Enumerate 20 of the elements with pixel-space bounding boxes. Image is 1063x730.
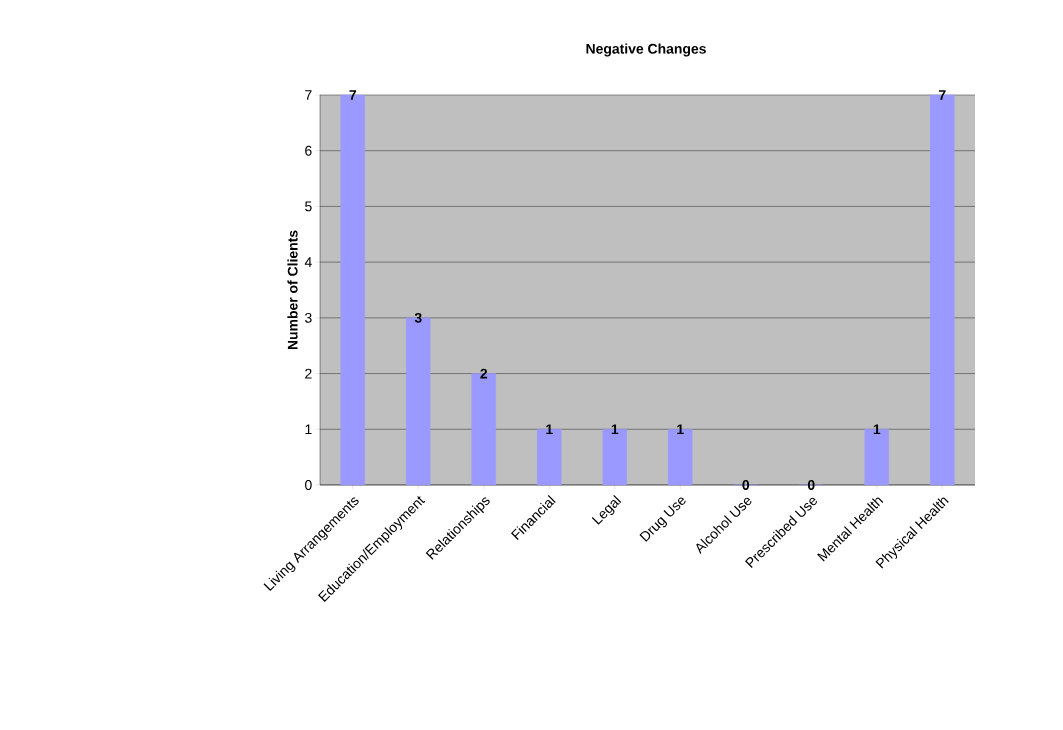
data-label: 0 bbox=[807, 480, 815, 490]
y-tick-label: 7 bbox=[305, 90, 312, 100]
y-axis-title: Number of Clients bbox=[287, 230, 298, 350]
y-tick-label: 5 bbox=[305, 201, 312, 212]
y-tick-label: 3 bbox=[305, 312, 312, 323]
data-label: 1 bbox=[611, 424, 619, 435]
y-tick-label: 4 bbox=[304, 257, 312, 267]
data-label: 1 bbox=[873, 424, 881, 435]
y-tick-label: 6 bbox=[305, 145, 312, 156]
y-tick-label: 0 bbox=[305, 480, 312, 490]
y-tick-label: 1 bbox=[305, 424, 312, 435]
y-tick-label: 2 bbox=[305, 368, 312, 379]
data-label: 7 bbox=[349, 90, 357, 100]
data-label: 1 bbox=[546, 424, 553, 435]
data-label: 7 bbox=[938, 90, 946, 100]
data-label: 1 bbox=[677, 424, 684, 435]
data-label: 0 bbox=[742, 480, 750, 490]
data-label: 2 bbox=[480, 368, 488, 379]
chart-title: Negative Changes bbox=[586, 43, 706, 57]
data-label: 3 bbox=[414, 312, 422, 323]
